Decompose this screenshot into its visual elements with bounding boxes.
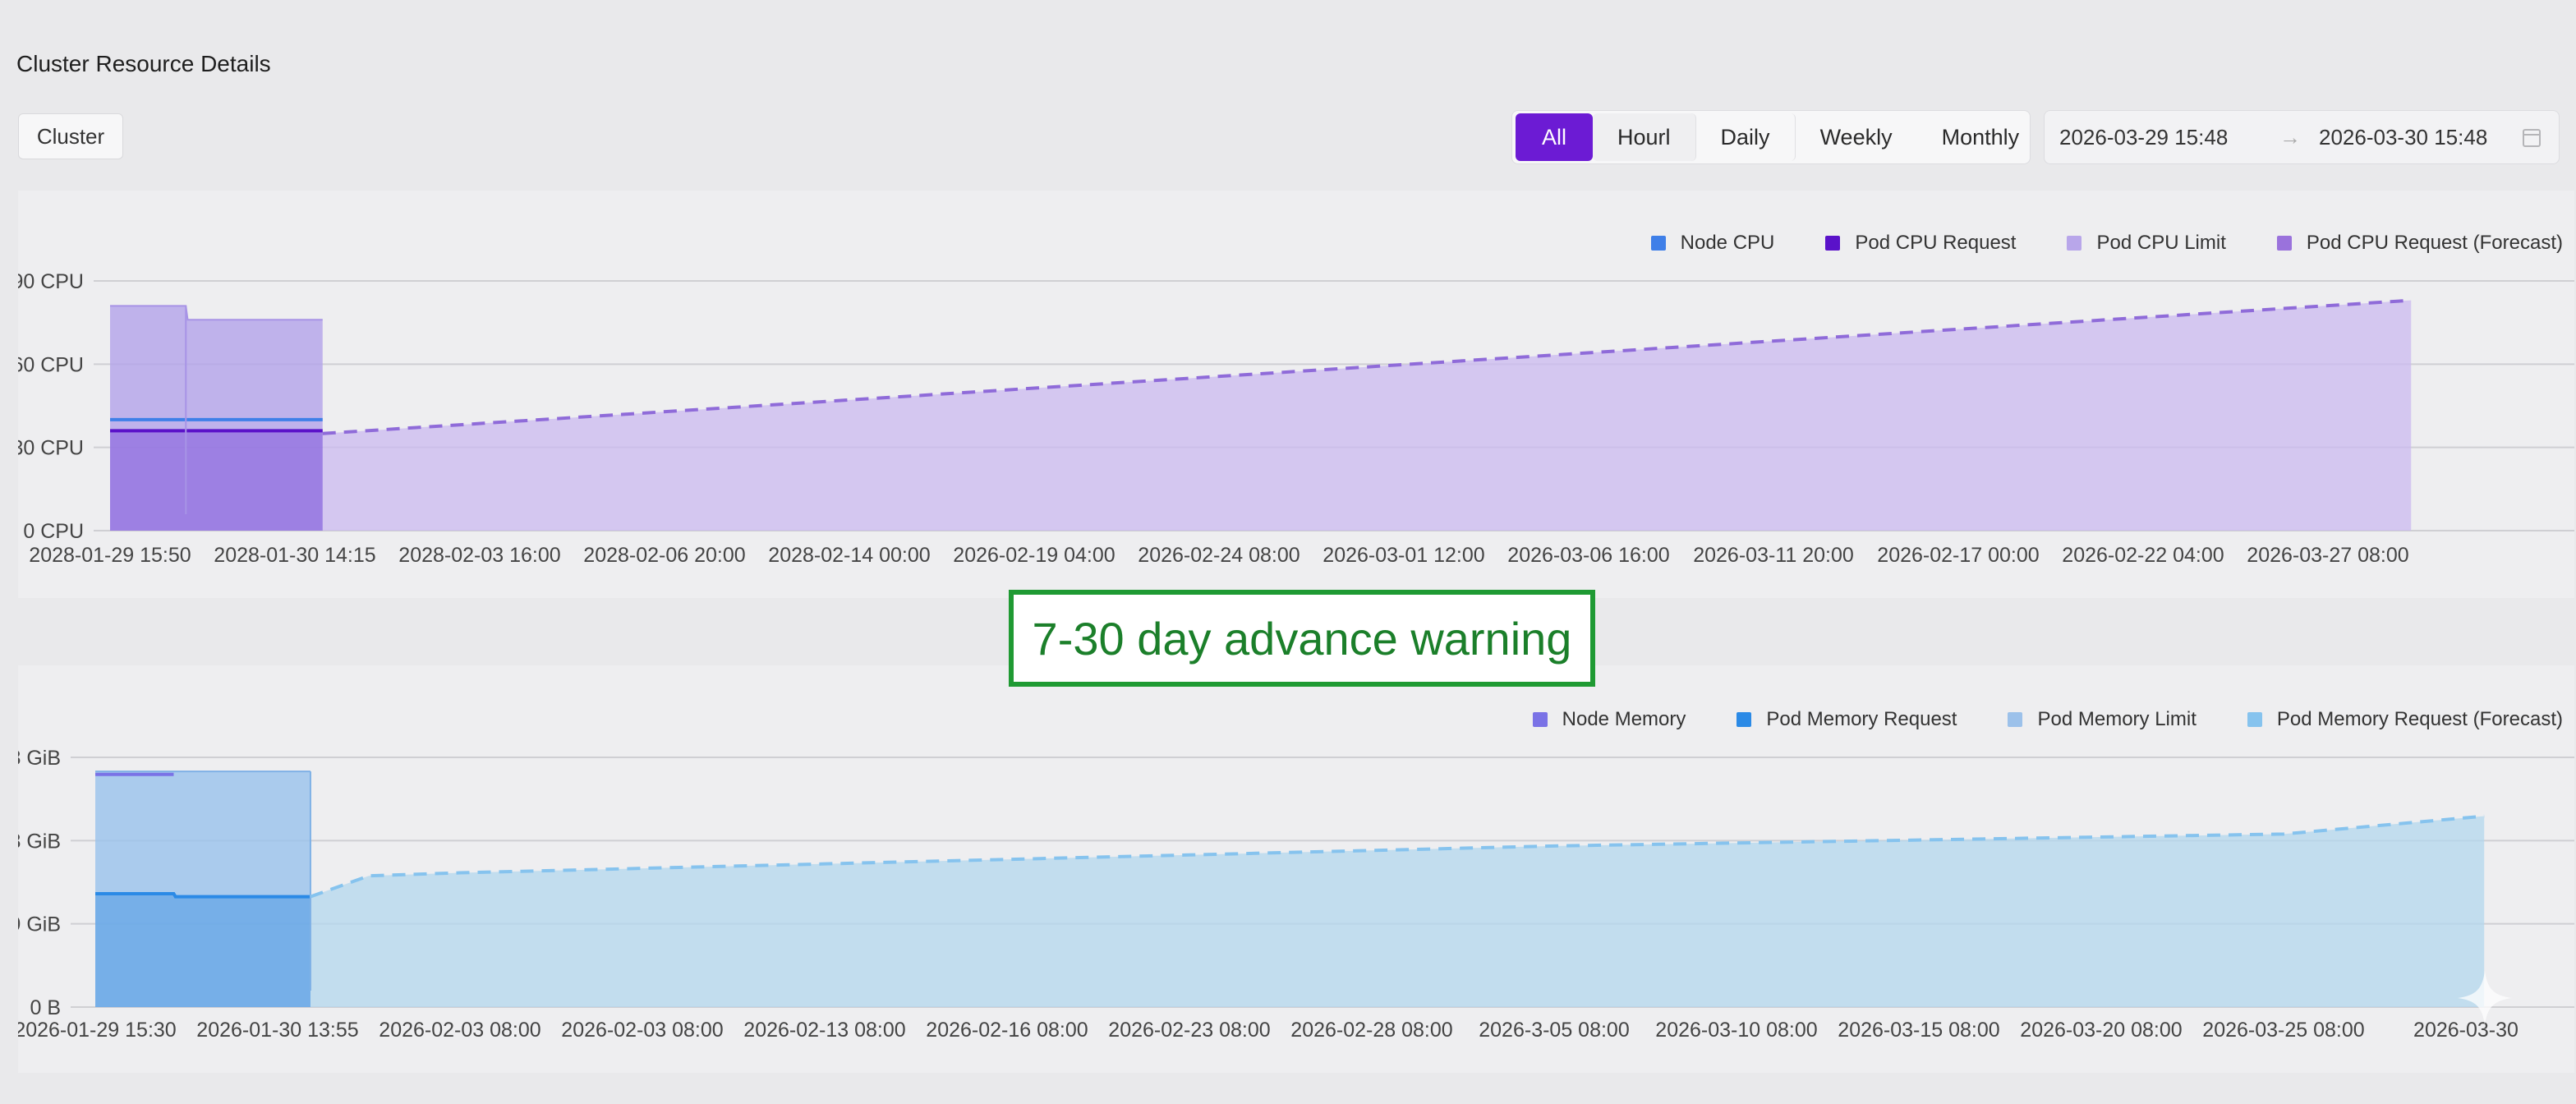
- legend-label: Pod Memory Limit: [2037, 708, 2196, 730]
- time-range-group: All Hourl Daily Weekly Monthly: [1511, 110, 2031, 164]
- limit-line: [110, 305, 323, 321]
- range-all-button[interactable]: All: [1516, 113, 1594, 161]
- forecast-line: [322, 298, 2412, 435]
- legend-label: Pod CPU Request (Forecast): [2306, 232, 2563, 254]
- legend-label: Pod CPU Limit: [2096, 232, 2226, 254]
- y-tick-label: 0 B: [30, 996, 61, 1019]
- x-tick-label: 2026-03-01 12:00: [1322, 544, 1484, 567]
- cluster-button[interactable]: Cluster: [18, 113, 123, 159]
- range-hourly-button[interactable]: Hourl: [1593, 113, 1696, 161]
- forecast-line: [310, 814, 2485, 899]
- x-tick-label: 2026-3-05 08:00: [1479, 1019, 1629, 1042]
- legend-pod-memory-request[interactable]: Pod Memory Request: [1736, 708, 1957, 731]
- forecast-area: [310, 816, 2485, 1007]
- range-weekly-button[interactable]: Weekly: [1819, 124, 1893, 150]
- forecast-area: [322, 300, 2412, 531]
- range-monthly-button[interactable]: Monthly: [1941, 124, 2020, 150]
- calendar-icon[interactable]: [2523, 129, 2541, 147]
- legend-node-cpu[interactable]: Node CPU: [1650, 232, 1775, 255]
- legend-pod-memory-limit[interactable]: Pod Memory Limit: [2008, 708, 2196, 731]
- request-area: [110, 430, 323, 531]
- x-tick-label: 2026-03-10 08:00: [1655, 1019, 1817, 1042]
- legend-pod-cpu-limit[interactable]: Pod CPU Limit: [2067, 232, 2226, 255]
- x-tick-label: 2026-03-15 08:00: [1838, 1019, 1999, 1042]
- legend-label: Pod Memory Request: [1766, 708, 1957, 730]
- x-tick-label: 2026-02-16 08:00: [926, 1019, 1088, 1042]
- legend-swatch: [2247, 712, 2262, 727]
- x-tick-label: 2026-03-25 08:00: [2202, 1019, 2364, 1042]
- x-tick-label: 2028-02-03 16:00: [398, 544, 560, 567]
- legend-pod-cpu-forecast[interactable]: Pod CPU Request (Forecast): [2276, 232, 2563, 255]
- x-tick-label: 2026-02-03 08:00: [379, 1019, 540, 1042]
- x-tick-label: 2028-02-14 00:00: [768, 544, 930, 567]
- x-tick-label: 2026-01-30 13:55: [196, 1019, 358, 1042]
- legend-swatch: [2067, 236, 2082, 251]
- legend-node-memory[interactable]: Node Memory: [1532, 708, 1686, 731]
- legend-label: Node CPU: [1680, 232, 1775, 254]
- legend-swatch: [2276, 236, 2292, 251]
- legend-swatch: [1532, 712, 1548, 727]
- x-tick-label: 2028-02-06 20:00: [583, 544, 745, 567]
- legend-label: Pod CPU Request: [1855, 232, 2017, 254]
- x-tick-label: 2026-01-29 15:30: [18, 1019, 177, 1042]
- x-tick-label: 2026-02-22 04:00: [2062, 544, 2224, 567]
- memory-legend: Node Memory Pod Memory Request Pod Memor…: [1482, 708, 2563, 731]
- date-end[interactable]: 2026-03-30 15:48: [2319, 124, 2488, 150]
- legend-swatch: [1825, 236, 1841, 251]
- x-tick-label: 2026-02-23 08:00: [1108, 1019, 1270, 1042]
- cpu-legend: Node CPU Pod CPU Request Pod CPU Limit P…: [1600, 232, 2563, 255]
- date-range-picker[interactable]: 2026-03-29 15:48 → 2026-03-30 15:48: [2044, 110, 2560, 164]
- sparkle-icon: [2458, 971, 2512, 1025]
- y-tick-label: 0 CPU: [23, 520, 84, 543]
- legend-swatch: [1736, 712, 1752, 727]
- request-area: [95, 893, 310, 1007]
- x-tick-label: 2028-01-29 15:50: [29, 544, 191, 567]
- y-tick-label: 27.9 GiB: [18, 913, 61, 936]
- x-tick-label: 2026-02-03 08:00: [561, 1019, 723, 1042]
- x-tick-label: 2026-02-24 08:00: [1138, 544, 1300, 567]
- x-tick-label: 2026-03-11 20:00: [1693, 544, 1854, 567]
- legend-swatch: [2008, 712, 2023, 727]
- request-line: [95, 891, 310, 899]
- x-tick-label: 2026-02-19 04:00: [953, 544, 1115, 567]
- legend-pod-memory-forecast[interactable]: Pod Memory Request (Forecast): [2247, 708, 2563, 731]
- legend-label: Pod Memory Request (Forecast): [2276, 708, 2563, 730]
- cpu-chart-panel: Node CPU Pod CPU Request Pod CPU Limit P…: [18, 191, 2574, 598]
- x-tick-label: 2026-03-27 08:00: [2247, 544, 2408, 567]
- legend-label: Node Memory: [1562, 708, 1686, 730]
- y-tick-label: 30 CPU: [18, 437, 84, 460]
- x-tick-label: 2026-03-06 16:00: [1507, 544, 1669, 567]
- y-tick-label: 90 CPU: [18, 270, 84, 293]
- legend-swatch: [1650, 236, 1666, 251]
- date-arrow-icon: →: [2279, 124, 2301, 150]
- x-tick-label: 2026-03-30: [2413, 1019, 2518, 1042]
- x-tick-label: 2026-02-17 00:00: [1877, 544, 2039, 567]
- x-tick-label: 2026-03-20 08:00: [2020, 1019, 2182, 1042]
- page-title: Cluster Resource Details: [16, 51, 271, 76]
- legend-pod-cpu-request[interactable]: Pod CPU Request: [1825, 232, 2016, 255]
- x-tick-label: 2026-02-13 08:00: [743, 1019, 905, 1042]
- x-tick-label: 2026-02-28 08:00: [1290, 1019, 1452, 1042]
- memory-chart-panel: Node Memory Pod Memory Request Pod Memor…: [18, 665, 2574, 1073]
- advance-warning-callout: 7-30 day advance warning: [1009, 590, 1595, 687]
- range-daily-button[interactable]: Daily: [1696, 113, 1796, 161]
- date-start[interactable]: 2026-03-29 15:48: [2059, 124, 2229, 150]
- y-tick-label: 55.8 GiB: [18, 830, 61, 853]
- y-tick-label: 63.8 GiB: [18, 747, 61, 770]
- x-tick-label: 2028-01-30 14:15: [214, 544, 375, 567]
- y-tick-label: 60 CPU: [18, 353, 84, 376]
